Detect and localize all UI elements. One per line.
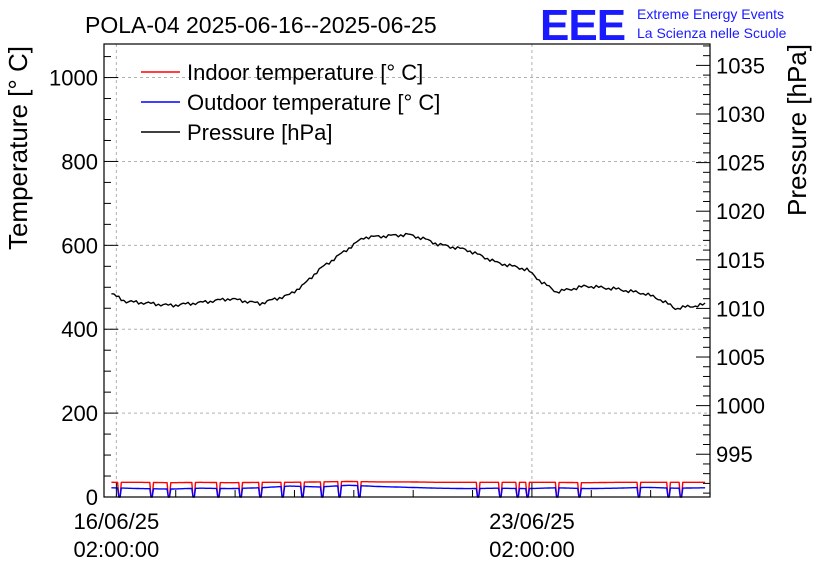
org-subtitle: La Scienza nelle Scuole [637, 25, 787, 41]
legend-label-pressure: Pressure [hPa] [187, 120, 333, 145]
left-tick-label: 1000 [49, 66, 98, 91]
legend: Indoor temperature [° C] Outdoor tempera… [141, 60, 440, 145]
right-tick-label: 1020 [716, 199, 765, 224]
right-tick-label: 1030 [716, 102, 765, 127]
y-axis-label: Temperature [° C] [3, 46, 33, 250]
right-tick-label: 1000 [716, 394, 765, 419]
x-axis: 16/06/25 02:00:00 23/06/25 02:00:00 [74, 483, 652, 562]
plot-frame [103, 43, 711, 498]
chart-title: POLA-04 2025-06-16--2025-06-25 [85, 12, 437, 38]
left-tick-label: 400 [61, 317, 98, 342]
org-name: Extreme Energy Events [637, 6, 784, 22]
right-tick-label: 1025 [716, 151, 765, 176]
right-tick-label: 1010 [716, 296, 765, 321]
legend-label-indoor: Indoor temperature [° C] [187, 60, 423, 85]
y2-axis-label: Pressure [hPa] [782, 44, 812, 216]
series-pressure [111, 232, 706, 311]
series-layer [111, 232, 706, 498]
left-tick-label: 800 [61, 149, 98, 174]
left-tick-label: 600 [61, 233, 98, 258]
x-tick-label-date: 16/06/25 [74, 509, 160, 534]
series-outdoor-temperature [111, 484, 706, 498]
right-tick-label: 1035 [716, 53, 765, 78]
x-tick-label-time: 02:00:00 [489, 537, 575, 562]
right-tick-label: 1005 [716, 345, 765, 370]
right-tick-label: 1015 [716, 248, 765, 273]
eee-logo: EEE [540, 1, 626, 50]
x-tick-label-time: 02:00:00 [74, 537, 160, 562]
x-tick-label-date: 23/06/25 [489, 509, 575, 534]
left-axis: 0 200 400 600 800 1000 [49, 56, 118, 510]
grid-lines [104, 44, 710, 497]
series-indoor-temperature [111, 480, 706, 498]
right-axis: 995 1000 1005 1010 1015 1020 1025 1030 1035 [696, 45, 765, 494]
left-tick-label: 200 [61, 401, 98, 426]
eee-logo-text: EEE [540, 1, 625, 50]
right-tick-label: 995 [716, 442, 753, 467]
legend-label-outdoor: Outdoor temperature [° C] [187, 90, 440, 115]
left-tick-label: 0 [86, 485, 98, 510]
